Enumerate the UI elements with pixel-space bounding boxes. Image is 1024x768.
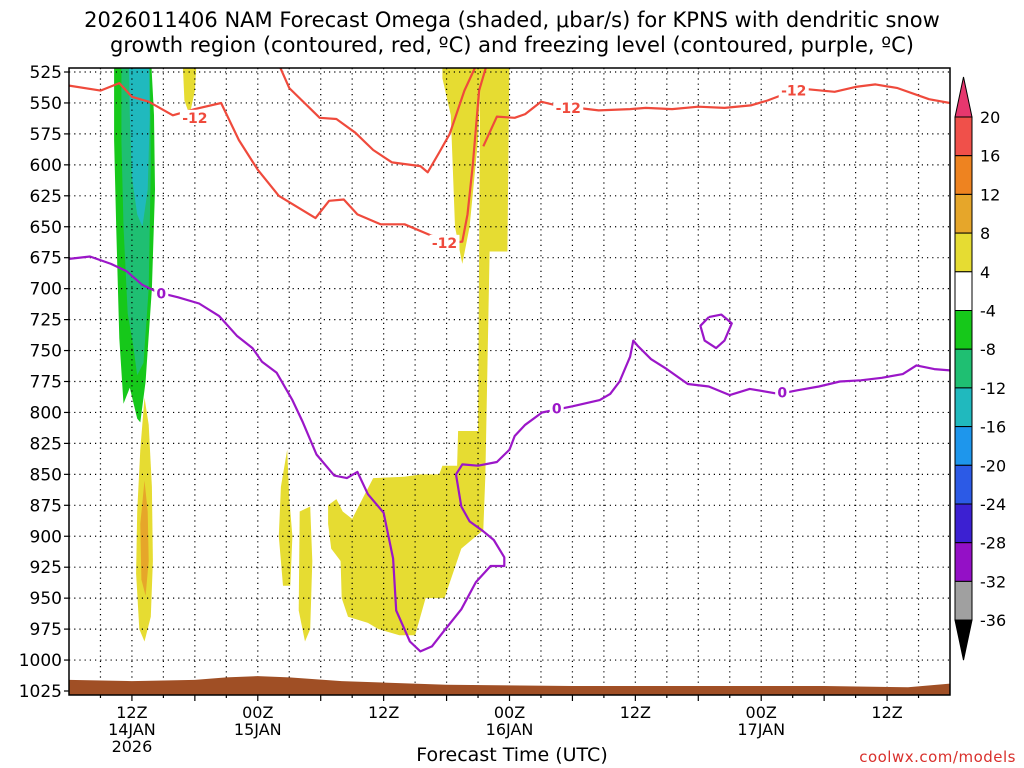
- y-tick-label-950: 950: [30, 589, 62, 609]
- y-tick-label-875: 875: [30, 496, 62, 516]
- colorbar-cell: [954, 348, 973, 389]
- snow-growth-label: -12: [432, 236, 457, 252]
- y-tick-label-775: 775: [30, 373, 62, 393]
- omega-region-9: [442, 68, 482, 264]
- y-tick-label-700: 700: [30, 280, 62, 300]
- x-tick-label: 12Z: [871, 703, 902, 722]
- colorbar-cell: [954, 193, 973, 234]
- colorbar-cell: [954, 387, 973, 428]
- colorbar-cell: [954, 155, 973, 195]
- colorbar-label--12: -12: [980, 379, 1006, 398]
- freezing-label-bg: [154, 285, 169, 301]
- y-tick-label-925: 925: [30, 558, 62, 578]
- snow-growth-label: -12: [781, 84, 806, 100]
- x-axis-title: Forecast Time (UTC): [416, 744, 608, 766]
- colorbar-label--24: -24: [980, 495, 1006, 514]
- y-tick-label-850: 850: [30, 465, 62, 485]
- colorbar-label--20: -20: [980, 456, 1006, 475]
- y-tick-label-625: 625: [30, 187, 62, 207]
- x-tick-label: 12Z: [116, 703, 147, 722]
- colorbar-cell: [954, 426, 973, 466]
- colorbar-label--28: -28: [980, 534, 1006, 553]
- colorbar-cell: [954, 232, 973, 273]
- colorbar-label--8: -8: [980, 340, 996, 359]
- omega-region-8: [328, 68, 510, 636]
- title-line-1: 2026011406 NAM Forecast Omega (shaded, μ…: [84, 8, 940, 32]
- x-tick-label: 12Z: [368, 703, 399, 722]
- snow-growth-contour-upper-branch: [69, 68, 487, 244]
- y-tick-label-525: 525: [30, 63, 62, 83]
- y-tick-label-575: 575: [30, 125, 62, 145]
- colorbar-label--36: -36: [980, 611, 1006, 630]
- omega-region-7: [298, 506, 313, 642]
- x-tick-label: 16JAN: [486, 720, 534, 739]
- colorbar-cell: [954, 542, 973, 582]
- colorbar-cell: [954, 503, 973, 544]
- terrain-layer: [69, 676, 950, 695]
- y-tick-label-1025: 1025: [19, 682, 62, 702]
- colorbar-label--16: -16: [980, 418, 1006, 437]
- colorbar-top-arrow: [954, 76, 973, 118]
- freezing-label-bg: [775, 384, 790, 400]
- y-tick-label-675: 675: [30, 249, 62, 269]
- colorbar-label-8: 8: [980, 224, 990, 243]
- colorbar: 20 16 12 8 4 -4 -8 -12 -16 -20 -24 -28 -32 -36: [954, 76, 1006, 661]
- snow-growth-contour-right-branch: [482, 83, 950, 147]
- site-credit: coolwx.com/models: [859, 748, 1016, 766]
- freezing-level-contour: [69, 255, 950, 653]
- freezing-label: 0: [156, 287, 166, 303]
- snow-growth-label-bg: [778, 82, 809, 98]
- omega-shading-layer: [114, 68, 510, 642]
- x-tick-label: 15JAN: [234, 720, 282, 739]
- colorbar-label-4: 4: [980, 263, 990, 282]
- y-tick-label-1000: 1000: [19, 651, 62, 671]
- snow-growth-label-bg: [429, 234, 460, 250]
- colorbar-cell: [954, 116, 973, 157]
- y-axis: 525 550 575 600 625 650 675 700 725 750 775 800 825 8…: [19, 63, 69, 702]
- snow-growth-label: -12: [182, 111, 207, 127]
- colorbar-bottom-arrow: [954, 619, 973, 661]
- freezing-label-bg: [549, 400, 564, 416]
- x-tick-label: 2026: [112, 737, 153, 756]
- omega-region-5: [182, 68, 197, 116]
- colorbar-cell: [954, 464, 973, 505]
- title-line-2: growth region (contoured, red, ºC) and f…: [110, 33, 914, 57]
- x-tick-label: 12Z: [620, 703, 651, 722]
- snow-growth-label-bg: [179, 109, 210, 125]
- y-tick-label-825: 825: [30, 434, 62, 454]
- colorbar-label--32: -32: [980, 572, 1006, 591]
- y-tick-label-800: 800: [30, 403, 62, 423]
- colorbar-cell: [954, 580, 973, 621]
- omega-region-2: [129, 68, 150, 227]
- x-tick-label: 00Z: [746, 703, 777, 722]
- y-tick-label-550: 550: [30, 94, 62, 114]
- colorbar-label-16: 16: [980, 147, 1000, 166]
- x-tick-label: 00Z: [494, 703, 525, 722]
- snow-growth-label: -12: [556, 101, 581, 117]
- colorbar-label--4: -4: [980, 302, 996, 321]
- y-tick-label-725: 725: [30, 311, 62, 331]
- colorbar-label-12: 12: [980, 185, 1000, 204]
- snow-growth-label-bg: [553, 99, 584, 115]
- contour-layer: -12 -12 -12 -12 0 0 0: [69, 68, 950, 653]
- colorbar-label-20: 20: [980, 108, 1000, 127]
- freezing-label: 0: [552, 402, 562, 418]
- y-tick-label-750: 750: [30, 342, 62, 362]
- terrain-surface: [69, 676, 950, 695]
- y-tick-label-650: 650: [30, 218, 62, 238]
- x-tick-label: 00Z: [242, 703, 273, 722]
- snow-growth-contour-lower-branch: [279, 68, 477, 174]
- y-tick-label-975: 975: [30, 620, 62, 640]
- freezing-label: 0: [777, 386, 787, 402]
- x-tick-label: 14JAN: [108, 720, 156, 739]
- colorbar-cell: [954, 271, 973, 311]
- y-tick-label-600: 600: [30, 156, 62, 176]
- y-tick-label-900: 900: [30, 527, 62, 547]
- colorbar-cell: [954, 310, 973, 350]
- x-tick-label: 17JAN: [737, 720, 785, 739]
- freezing-level-closed-contour: [699, 313, 733, 350]
